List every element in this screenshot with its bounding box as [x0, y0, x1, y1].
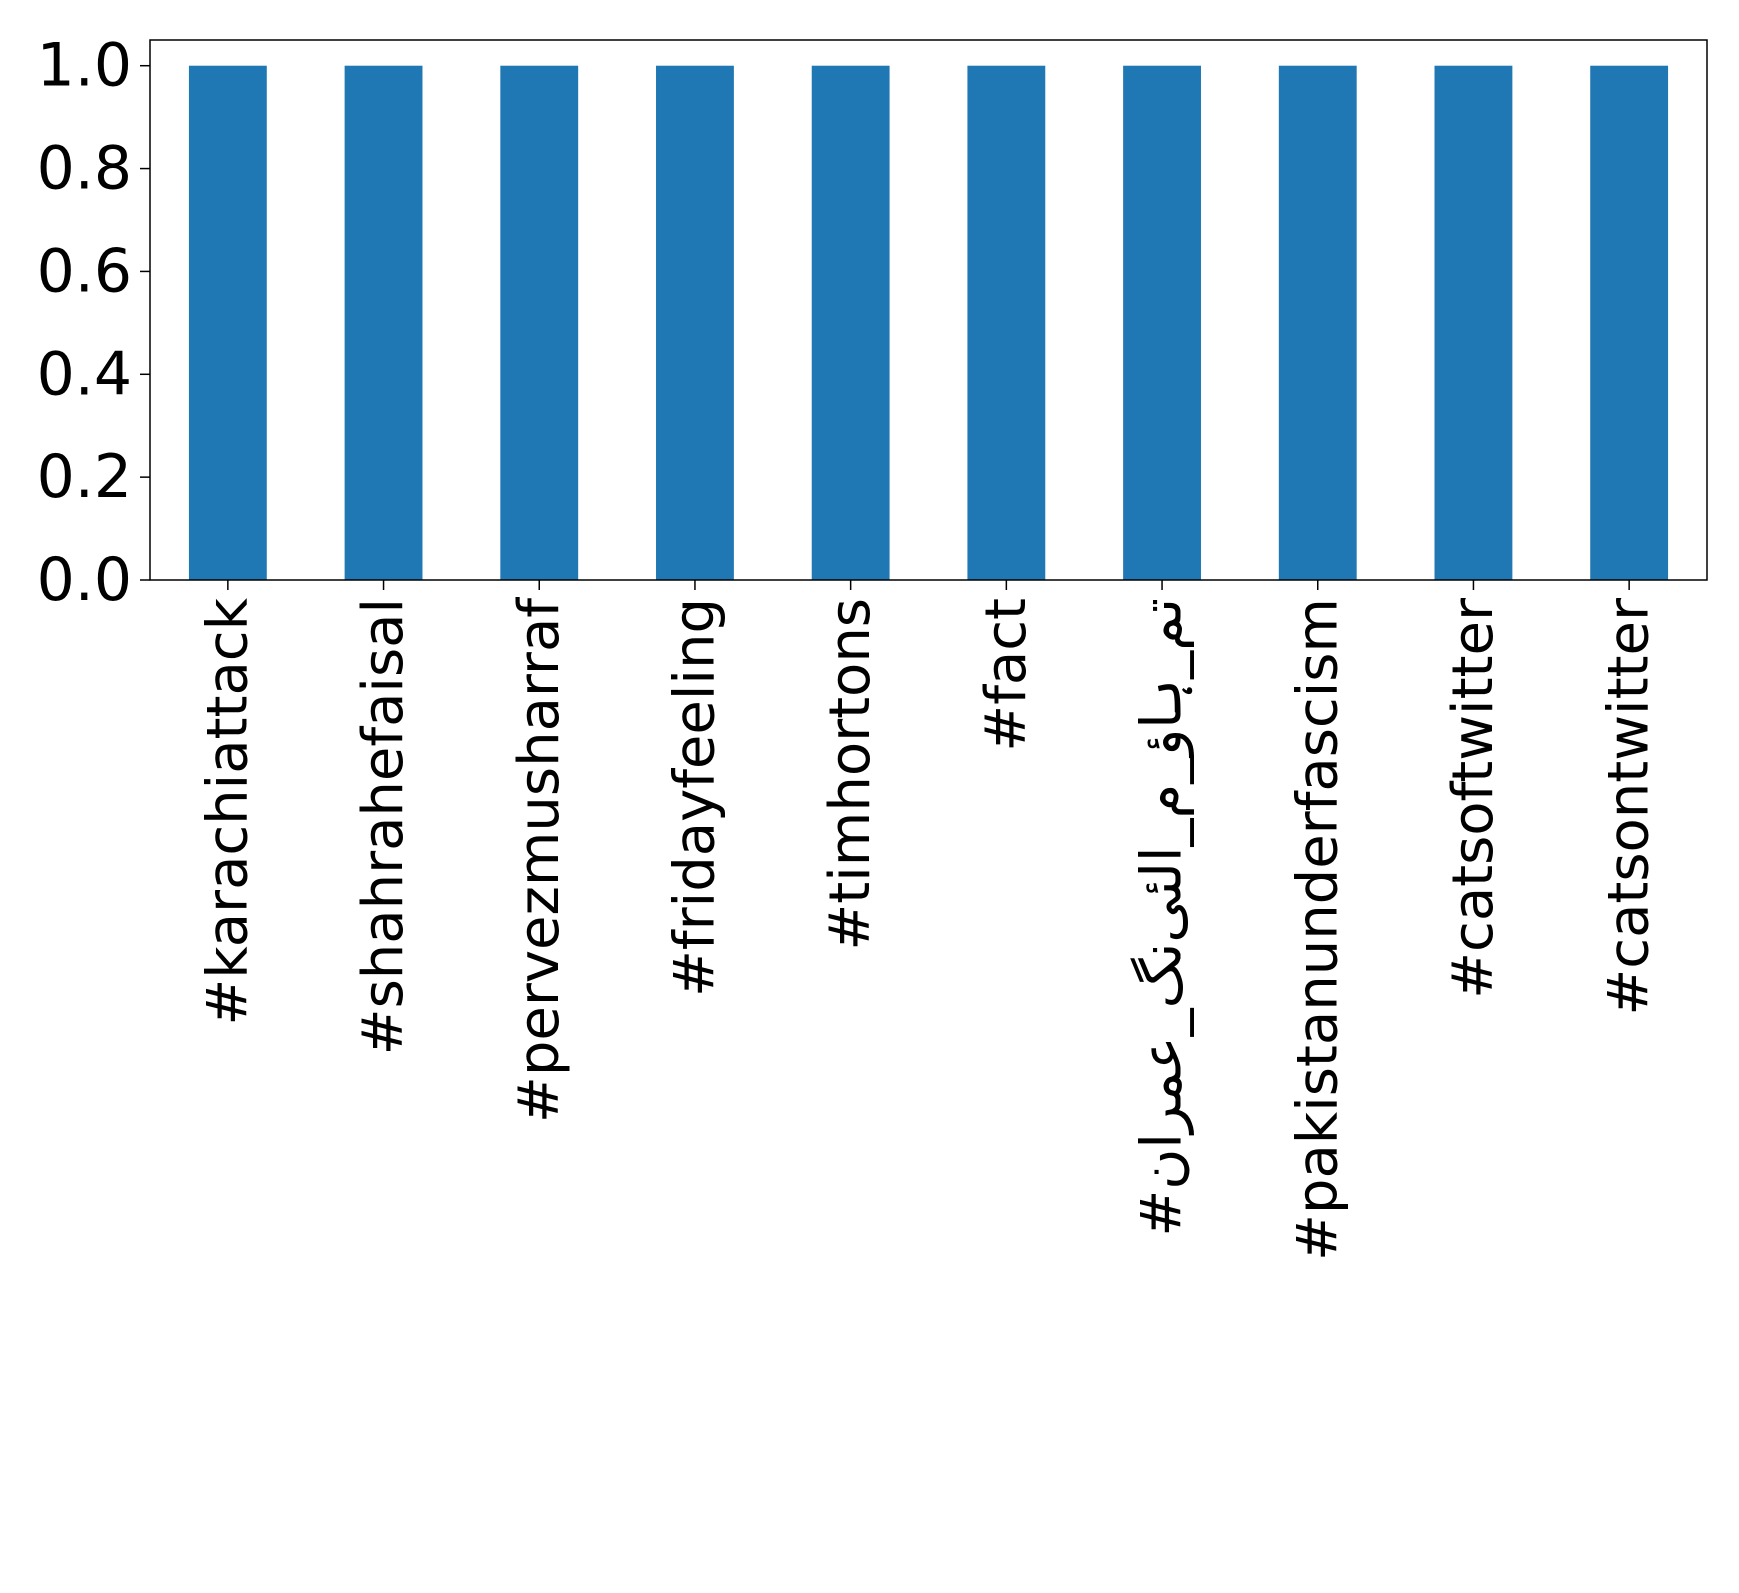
- bar: [500, 65, 579, 580]
- y-tick-label: 0.2: [37, 442, 132, 512]
- x-tick-label: #تم_ہاؤ_م_الئی‌نگ_عمران: [1130, 598, 1195, 1237]
- y-tick-label: 0.8: [37, 134, 132, 204]
- x-tick-label: #fridayfeeling: [662, 598, 727, 997]
- y-tick-label: 1.0: [37, 31, 132, 101]
- y-tick-label: 0.6: [37, 236, 132, 306]
- x-tick-label: #pervezmusharraf: [507, 597, 572, 1123]
- plot-frame: [149, 39, 1708, 581]
- y-tick-label: 0.0: [37, 545, 132, 615]
- bar: [344, 65, 423, 580]
- bar: [1123, 65, 1201, 580]
- x-tick-label: #shahrahefaisal: [351, 598, 416, 1055]
- x-tick-label: #pakistanunderfascism: [1285, 598, 1350, 1261]
- x-axis: #karachiattack #shahrahefaisal #pervezmush…: [195, 580, 1662, 1261]
- bar: [188, 65, 267, 580]
- x-tick-label: #karachiattack: [195, 597, 260, 1025]
- y-axis: 0.0 0.2 0.4 0.6 0.8 1.0: [37, 31, 150, 615]
- bar: [967, 65, 1046, 580]
- bars-group: [188, 65, 1669, 580]
- y-tick-label: 0.4: [37, 339, 132, 409]
- bar: [656, 65, 734, 580]
- bar: [1278, 65, 1357, 580]
- bar: [1590, 65, 1669, 580]
- x-tick-label: #catsoftwitter: [1441, 597, 1506, 999]
- x-tick-label: #catsontwitter: [1597, 597, 1662, 1016]
- bar: [1434, 65, 1513, 580]
- x-tick-label: #timhortons: [818, 598, 883, 951]
- x-tick-label: #fact: [974, 598, 1039, 752]
- bar: [811, 65, 890, 580]
